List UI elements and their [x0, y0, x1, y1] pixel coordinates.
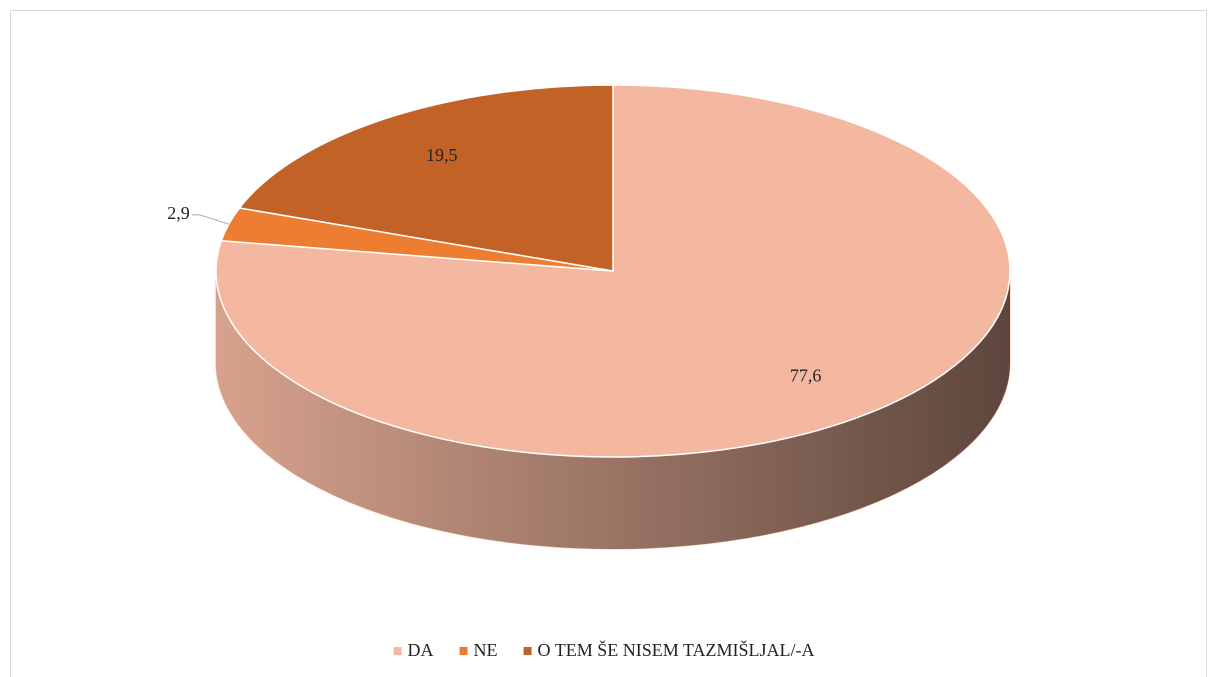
- leader-line: [191, 214, 229, 225]
- slice: [215, 84, 1011, 458]
- legend-swatch: [393, 647, 402, 655]
- legend-label: DA: [408, 640, 434, 660]
- legend-label: O TEM ŠE NISEM TAZMIŠLJAL/-A: [538, 639, 815, 660]
- legend-label: NE: [474, 640, 498, 660]
- side-shade: [216, 271, 1010, 549]
- legend-swatch: [459, 647, 468, 655]
- data-label: 77,6: [790, 365, 822, 385]
- chart-border: [10, 10, 1207, 677]
- data-label: 19,5: [426, 145, 458, 165]
- slice: [238, 84, 614, 272]
- data-label: 2,9: [167, 203, 190, 223]
- legend-swatch: [523, 647, 532, 655]
